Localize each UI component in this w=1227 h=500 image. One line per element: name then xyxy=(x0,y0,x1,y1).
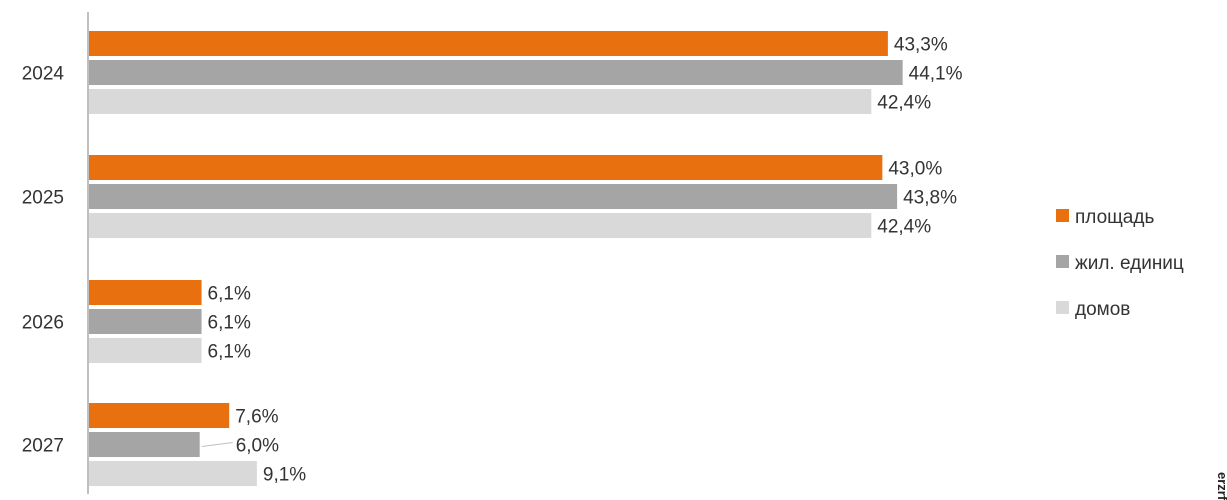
bar xyxy=(89,280,202,305)
category-tick-label: 2025 xyxy=(22,188,64,209)
data-label: 42,4% xyxy=(877,217,931,238)
legend: площадь жил. единиц домов xyxy=(1056,207,1184,320)
bar xyxy=(89,338,202,363)
bars-layer xyxy=(89,31,903,486)
legend-label: домов xyxy=(1075,299,1130,320)
bar xyxy=(89,461,257,486)
bar xyxy=(89,31,888,56)
bar xyxy=(89,309,202,334)
data-label: 42,4% xyxy=(877,93,931,114)
bar xyxy=(89,184,898,209)
legend-swatch xyxy=(1056,301,1069,314)
bar xyxy=(89,432,200,457)
category-tick-label: 2027 xyxy=(22,436,64,457)
bar xyxy=(89,60,903,85)
legend-swatch xyxy=(1056,255,1069,268)
legend-label: жил. единиц xyxy=(1075,253,1184,274)
category-tick-label: 2026 xyxy=(22,313,64,334)
bar xyxy=(89,89,872,114)
data-label: 43,3% xyxy=(894,35,948,56)
data-label: 6,1% xyxy=(208,284,251,305)
data-label: 44,1% xyxy=(909,64,963,85)
data-label: 9,1% xyxy=(263,465,306,486)
category-tick-label: 2024 xyxy=(22,64,65,85)
watermark: erzrf.ru xyxy=(1215,472,1227,500)
bar xyxy=(89,403,230,428)
bar xyxy=(89,213,872,238)
category-ticks-layer: 2024 2025 2026 2027 xyxy=(22,64,65,457)
data-label: 6,1% xyxy=(208,342,251,363)
data-label: 6,0% xyxy=(236,436,279,457)
bar xyxy=(89,155,883,180)
data-labels-layer: 43,3% 44,1% 42,4% 43,0% 43,8% 42,4% 6,1% 6,1% 6,… xyxy=(201,35,963,486)
data-label: 43,0% xyxy=(888,159,942,180)
data-label: 6,1% xyxy=(208,313,251,334)
data-label: 7,6% xyxy=(235,407,278,428)
label-leader-line xyxy=(201,442,233,447)
legend-label: площадь xyxy=(1075,207,1154,228)
data-label: 43,8% xyxy=(903,188,957,209)
legend-swatch xyxy=(1056,209,1069,222)
